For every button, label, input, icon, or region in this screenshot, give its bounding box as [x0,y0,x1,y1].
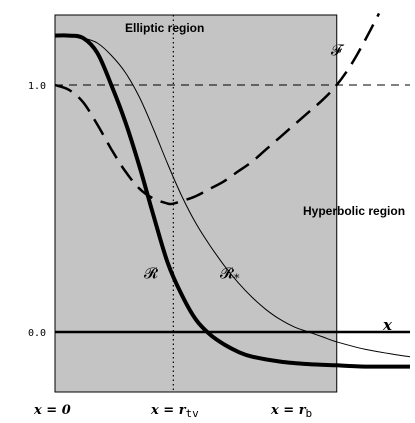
elliptic-region-shade [54,14,338,393]
series-F-line [54,12,381,206]
elliptic-region-label: Elliptic region [125,21,204,35]
x-label-turning: x = rtv [150,403,199,420]
x-label-boundary: x = rb [270,403,312,420]
curve-label-R: 𝓡 [144,264,159,282]
y-tick-label-1: 1.0 [28,81,46,92]
x-label-origin: x = 0 [33,403,71,418]
hyperbolic-region-label: Hyperbolic region [303,204,405,218]
series-R-line [54,33,410,369]
x-axis-label: x [382,316,393,334]
y-tick-label-0: 0.0 [28,328,46,339]
curve-label-R-star: 𝓡* [220,264,240,285]
curve-label-F: 𝓕 [331,41,345,59]
series-R-star-line [54,34,411,358]
